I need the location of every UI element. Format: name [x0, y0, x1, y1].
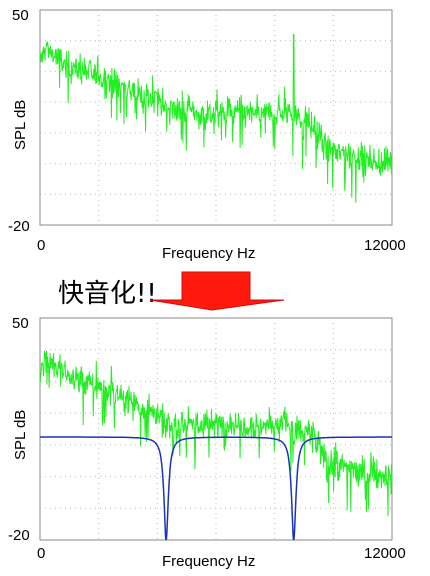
top-xtick-min: 0: [37, 237, 45, 254]
bottom-x-axis-label: Frequency Hz: [162, 553, 255, 570]
down-arrow-icon: [150, 272, 284, 310]
top-plot-frame: [40, 10, 392, 225]
bottom-xtick-min: 0: [37, 545, 45, 562]
top-chart: 50 -20 0 12000 Frequency Hz SPL dB: [8, 7, 406, 262]
bottom-ytick-min: -20: [8, 527, 30, 544]
top-ytick-min: -20: [8, 218, 30, 235]
banner-text: 快音化!!: [58, 279, 157, 309]
top-x-axis-label: Frequency Hz: [162, 245, 255, 262]
bottom-chart: 50 -20 0 12000 Frequency Hz SPL dB: [8, 315, 406, 570]
transform-banner: 快音化!!: [58, 272, 284, 310]
bottom-y-axis-label: SPL dB: [12, 410, 29, 460]
top-y-axis-label: SPL dB: [12, 100, 29, 150]
bottom-xtick-max: 12000: [364, 545, 406, 562]
bottom-ytick-max: 50: [12, 315, 29, 332]
top-xtick-max: 12000: [364, 237, 406, 254]
top-ytick-max: 50: [12, 7, 29, 24]
